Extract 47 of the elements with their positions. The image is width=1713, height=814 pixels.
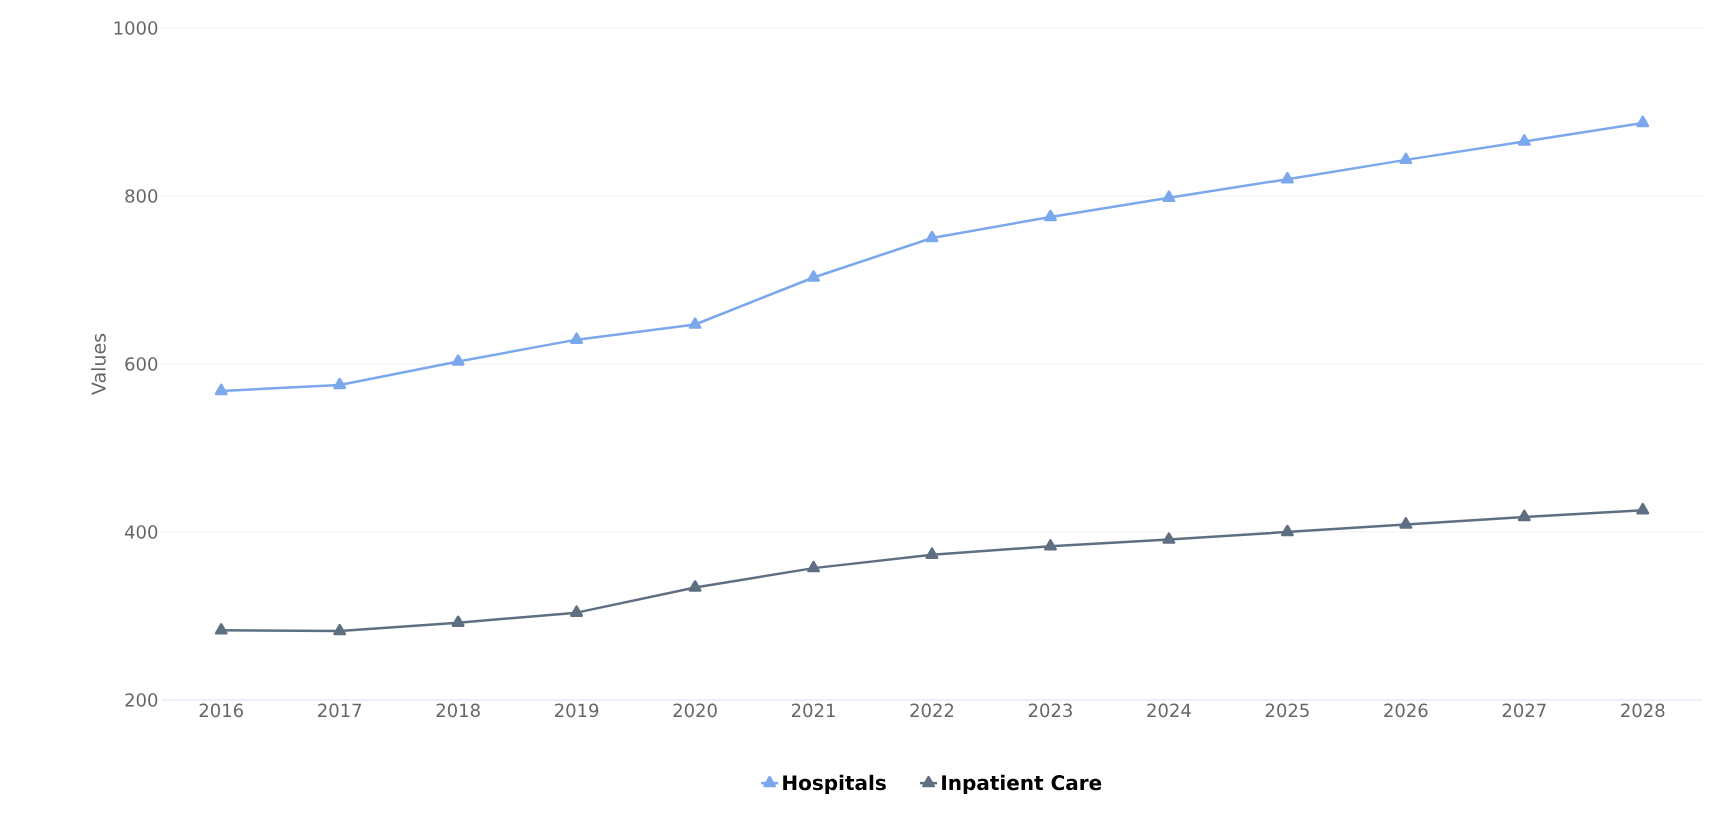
x-tick-label: 2023 [1028, 703, 1072, 718]
point [1399, 152, 1413, 165]
point [925, 547, 939, 559]
legend-label: Hospitals [783, 774, 886, 795]
x-tick-label: 2024 [1147, 703, 1191, 718]
y-tick-label: 200 [125, 693, 158, 707]
point [1162, 532, 1176, 544]
point [807, 560, 820, 573]
point [1280, 524, 1294, 537]
y-tick-label: 1000 [114, 21, 158, 35]
x-tick-label: 2019 [555, 703, 599, 718]
point [1162, 190, 1176, 202]
y-tick-label: 400 [124, 525, 158, 539]
x-tick-label: 2022 [910, 703, 954, 718]
x-tick-label: 2020 [673, 703, 717, 718]
y-tick-label: 800 [125, 189, 158, 203]
y-tick-label: 600 [125, 357, 158, 371]
point [1517, 134, 1531, 146]
point [1399, 517, 1413, 529]
x-tick-label: 2021 [791, 703, 835, 718]
x-tick-label: 2028 [1621, 703, 1665, 718]
x-tick-label: 2018 [436, 703, 480, 718]
point [333, 377, 347, 390]
point [570, 605, 584, 617]
x-tick-label: 2017 [318, 703, 362, 718]
point [1636, 502, 1650, 515]
point [570, 332, 584, 344]
legend-label: Inpatient Care [942, 774, 1102, 795]
y-axis-title: Values [91, 333, 106, 395]
x-tick-label: 2026 [1384, 703, 1428, 718]
x-tick-label: 2025 [1265, 703, 1309, 718]
point [688, 317, 702, 329]
point [1044, 539, 1057, 551]
point [925, 230, 939, 243]
point [214, 623, 228, 635]
point [807, 270, 820, 282]
point [214, 383, 228, 396]
x-tick-label: 2027 [1502, 703, 1546, 718]
point [1517, 509, 1531, 522]
point [1280, 171, 1294, 184]
point [1636, 115, 1650, 128]
point [451, 615, 465, 627]
point [451, 354, 465, 366]
point [333, 623, 347, 636]
point [1044, 209, 1057, 222]
x-tick-label: 2016 [199, 703, 243, 718]
point [688, 580, 702, 592]
